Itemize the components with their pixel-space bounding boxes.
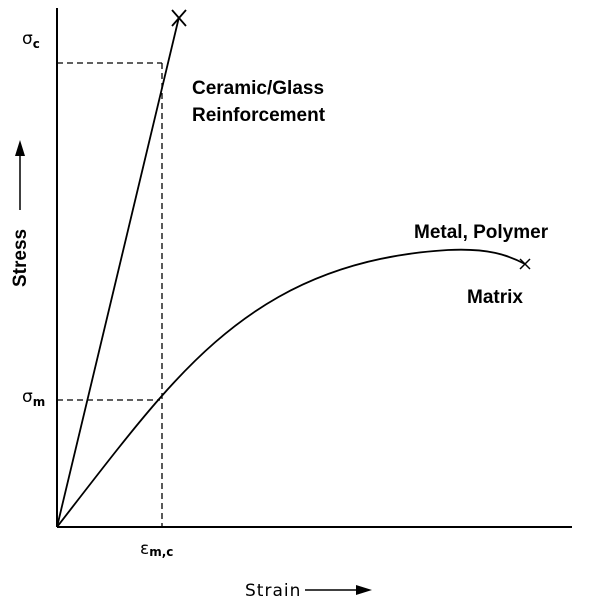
reinforcement-label: Ceramic/Glass bbox=[192, 78, 324, 99]
matrix-label: Matrix bbox=[467, 287, 523, 308]
subscript: c bbox=[33, 37, 40, 51]
reinforcement-label: Reinforcement bbox=[192, 105, 326, 126]
matrix-label: Metal, Polymer bbox=[414, 222, 549, 243]
fracture-mark bbox=[519, 258, 531, 270]
x-arrow bbox=[305, 585, 372, 595]
y-arrow bbox=[15, 140, 25, 210]
sigma-m-label: σm bbox=[22, 387, 45, 409]
symbol: σ bbox=[22, 387, 33, 407]
matrix-curve bbox=[56, 248, 526, 528]
reinforcement-curve bbox=[56, 16, 180, 528]
sigma-c-label: σc bbox=[22, 29, 40, 51]
symbol: ε bbox=[140, 539, 149, 559]
guides bbox=[57, 62, 163, 527]
subscript: m bbox=[33, 395, 46, 409]
fracture-mark bbox=[171, 9, 187, 27]
y-axis-label: Stress bbox=[10, 229, 31, 287]
symbol: σ bbox=[22, 29, 33, 49]
subscript: m,c bbox=[149, 545, 173, 559]
x-axis-label: Strain bbox=[245, 581, 301, 601]
epsilon-label: εm,c bbox=[140, 539, 173, 559]
